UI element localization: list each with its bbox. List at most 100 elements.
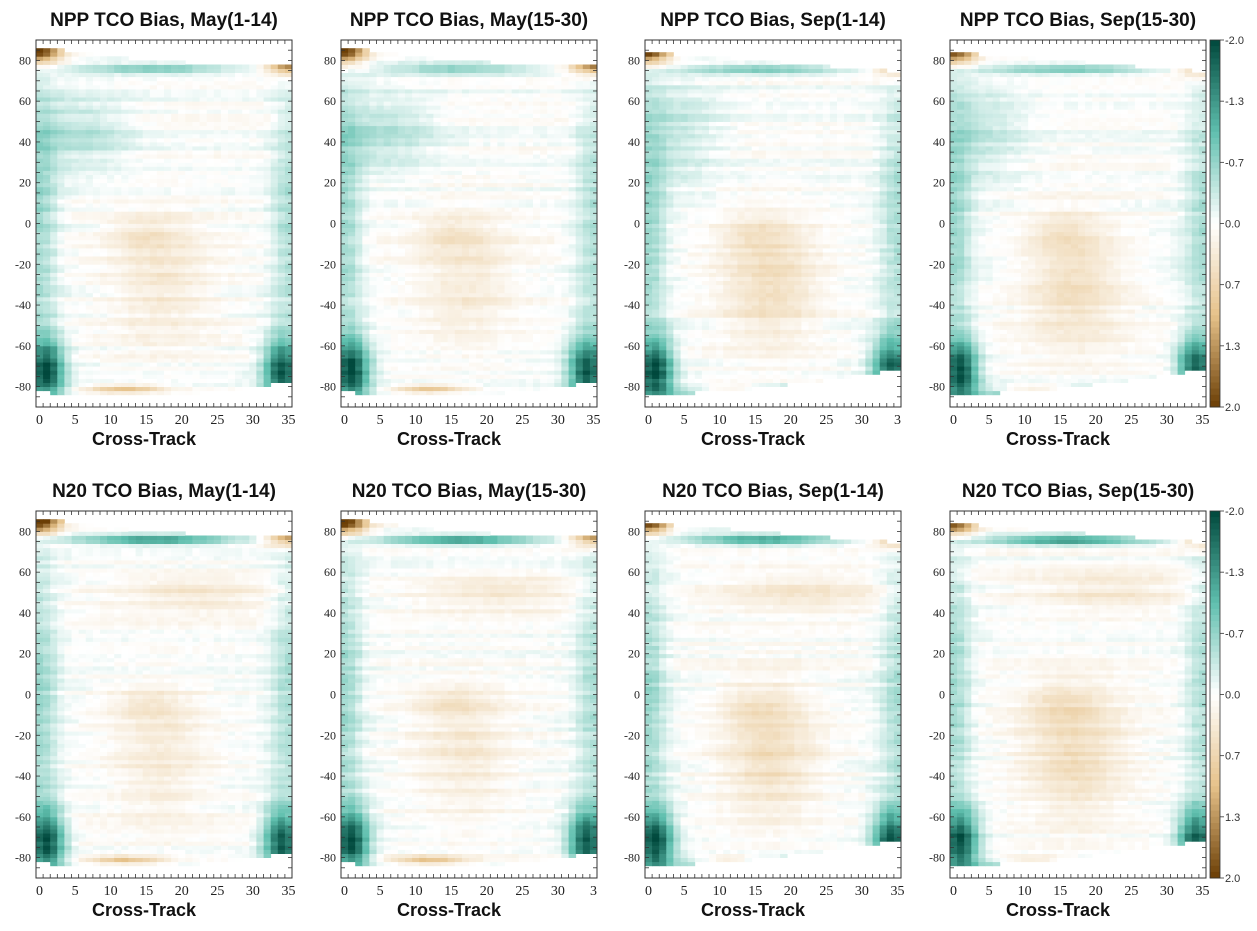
heatmap-cell xyxy=(249,301,257,306)
heatmap-cell xyxy=(348,292,356,298)
heatmap-cell xyxy=(284,317,293,322)
heatmap-cell xyxy=(192,280,200,286)
heatmap-cell xyxy=(390,260,399,265)
heatmap-cell xyxy=(36,141,44,147)
heatmap-cell xyxy=(85,178,94,184)
heatmap-cell xyxy=(171,113,179,118)
heatmap-cell xyxy=(142,150,151,155)
heatmap-cell xyxy=(213,141,222,147)
heatmap-cell xyxy=(419,125,427,131)
heatmap-cell xyxy=(483,317,491,322)
heatmap-cell xyxy=(284,227,293,233)
heatmap-cell xyxy=(213,243,222,249)
heatmap-cell xyxy=(206,362,215,367)
heatmap-cell xyxy=(43,162,51,167)
heatmap-cell xyxy=(128,60,136,65)
heatmap-cell xyxy=(213,170,222,175)
heatmap-cell xyxy=(121,199,129,204)
heatmap-cell xyxy=(64,239,72,245)
heatmap-cell xyxy=(277,354,286,359)
heatmap-cell xyxy=(376,113,385,118)
heatmap-cell xyxy=(362,284,370,290)
heatmap-cell xyxy=(270,256,279,261)
heatmap-cell xyxy=(100,60,108,65)
heatmap-cell xyxy=(164,341,172,347)
heatmap-cell xyxy=(128,166,136,171)
heatmap-cell xyxy=(135,195,144,200)
heatmap-cell xyxy=(242,105,250,110)
heatmap-cell xyxy=(71,162,80,167)
heatmap-cell xyxy=(235,362,243,367)
heatmap-cell xyxy=(263,129,272,135)
heatmap-cell xyxy=(50,150,58,155)
heatmap-cell xyxy=(199,370,208,375)
heatmap-cell xyxy=(57,235,65,241)
heatmap-cell xyxy=(249,93,257,98)
heatmap-cell xyxy=(469,125,477,131)
heatmap-cell xyxy=(284,239,293,245)
heatmap-cell xyxy=(220,329,229,334)
heatmap-cell xyxy=(178,280,186,286)
heatmap-cell xyxy=(192,125,200,131)
heatmap-cell xyxy=(213,329,222,334)
heatmap-cell xyxy=(483,137,491,143)
heatmap-cell xyxy=(362,64,370,69)
heatmap-cell xyxy=(36,207,44,212)
heatmap-cell xyxy=(164,117,172,122)
heatmap-cell xyxy=(57,370,65,375)
heatmap-cell xyxy=(440,248,449,253)
heatmap-cell xyxy=(57,345,65,351)
heatmap-cell xyxy=(412,280,420,286)
heatmap-cell xyxy=(206,199,215,204)
heatmap-cell xyxy=(135,321,144,326)
heatmap-cell xyxy=(284,256,293,261)
heatmap-cell xyxy=(242,203,250,208)
heatmap-cell xyxy=(178,76,186,82)
heatmap-cell xyxy=(71,129,80,135)
heatmap-cell xyxy=(164,80,172,86)
heatmap-cell xyxy=(192,154,200,159)
heatmap-cell xyxy=(405,378,413,383)
heatmap-cell xyxy=(107,121,115,127)
heatmap-cell xyxy=(121,366,129,371)
heatmap-cell xyxy=(78,292,87,298)
heatmap-cell xyxy=(490,268,498,273)
heatmap-cell xyxy=(50,64,58,69)
heatmap-cell xyxy=(270,223,279,228)
heatmap-cell xyxy=(114,154,122,159)
heatmap-cell xyxy=(355,284,363,290)
heatmap-cell xyxy=(369,215,377,220)
heatmap-cell xyxy=(57,84,65,90)
heatmap-cell xyxy=(440,329,449,334)
x-tick-label: 30 xyxy=(246,413,260,428)
heatmap-cell xyxy=(135,186,144,192)
heatmap-cell xyxy=(383,321,392,326)
heatmap-cell xyxy=(348,88,356,94)
heatmap-cell xyxy=(341,195,349,200)
heatmap-cell xyxy=(256,113,264,118)
heatmap-cell xyxy=(426,195,434,200)
heatmap-cell xyxy=(341,243,349,249)
heatmap-cell xyxy=(228,162,236,167)
heatmap-cell xyxy=(461,125,470,131)
heatmap-cell xyxy=(164,329,172,334)
heatmap-cell xyxy=(433,325,441,330)
heatmap-cell xyxy=(142,272,151,277)
heatmap-cell xyxy=(64,309,72,314)
heatmap-cell xyxy=(71,382,80,387)
heatmap-cell xyxy=(199,64,208,69)
heatmap-cell xyxy=(461,374,470,379)
heatmap-cell xyxy=(469,264,477,269)
heatmap-cell xyxy=(199,301,208,306)
heatmap-cell xyxy=(433,243,441,249)
heatmap-cell xyxy=(36,362,44,367)
heatmap-cell xyxy=(50,272,58,277)
heatmap-cell xyxy=(43,182,51,188)
heatmap-cell xyxy=(121,150,129,155)
heatmap-cell xyxy=(206,223,215,228)
heatmap-cell xyxy=(164,313,172,318)
heatmap-cell xyxy=(135,223,144,228)
heatmap-cell xyxy=(228,64,236,69)
heatmap-cell xyxy=(397,317,406,322)
heatmap-cell xyxy=(178,313,186,318)
